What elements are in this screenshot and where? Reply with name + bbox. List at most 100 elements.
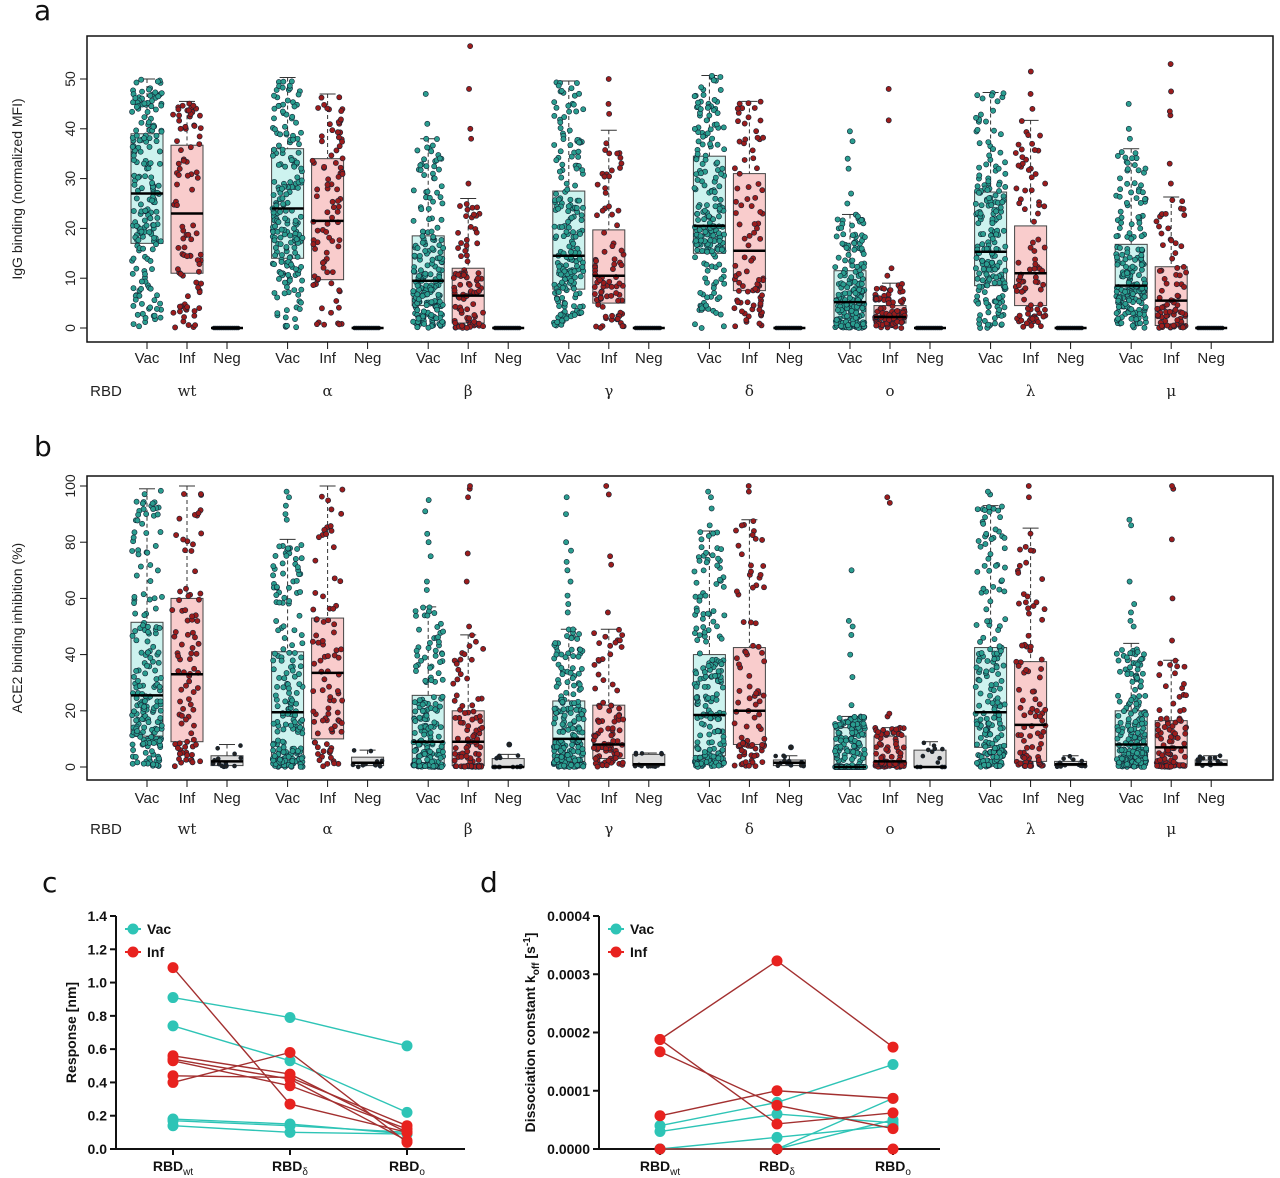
data-point — [715, 755, 722, 762]
data-point — [552, 715, 559, 722]
data-point — [714, 159, 721, 166]
data-point — [695, 217, 701, 223]
data-point — [993, 231, 1000, 238]
outlier-point — [563, 494, 570, 501]
data-point — [718, 635, 725, 642]
row-label: RBD — [90, 383, 122, 400]
x-tick-label: Inf — [460, 350, 478, 367]
data-point — [437, 194, 444, 201]
data-point — [152, 89, 159, 96]
data-point — [270, 720, 277, 727]
data-point — [272, 252, 279, 259]
data-point — [1037, 323, 1044, 330]
data-point — [185, 322, 192, 328]
data-point — [568, 278, 575, 284]
data-point — [1026, 266, 1033, 273]
data-point — [701, 216, 707, 223]
data-point — [190, 222, 197, 229]
data-point — [153, 208, 160, 215]
data-point — [438, 743, 445, 750]
data-point — [464, 258, 471, 265]
data-point — [556, 263, 563, 270]
data-point — [335, 243, 342, 250]
data-point — [289, 758, 296, 764]
data-point — [469, 716, 476, 723]
x-tick-label: Vac — [275, 790, 300, 807]
data-point — [718, 276, 725, 282]
data-point — [1032, 171, 1039, 177]
data-point — [569, 725, 576, 732]
box-inf — [309, 485, 346, 770]
data-point — [1128, 235, 1135, 242]
data-point — [704, 104, 711, 111]
data-point — [270, 657, 277, 664]
data-point — [843, 244, 850, 251]
box-vac — [832, 128, 868, 331]
data-point — [1040, 313, 1047, 320]
data-point — [454, 676, 461, 683]
data-point — [620, 716, 627, 723]
data-point — [597, 324, 604, 331]
x-tick-label: Neg — [916, 790, 944, 807]
data-point — [462, 710, 468, 716]
data-point — [334, 208, 341, 215]
data-point — [553, 651, 560, 658]
data-point — [139, 310, 146, 317]
data-point — [136, 323, 142, 330]
data-point — [324, 105, 331, 112]
data-point — [1154, 305, 1161, 312]
data-point — [578, 309, 585, 316]
data-point — [700, 92, 707, 98]
data-point — [272, 223, 278, 230]
outlier-point — [467, 43, 474, 50]
data-point — [178, 720, 185, 727]
data-point — [693, 670, 700, 677]
data-point — [177, 308, 183, 315]
data-point — [692, 593, 699, 600]
data-point — [141, 491, 148, 498]
data-point — [1181, 284, 1187, 290]
data-point — [149, 246, 156, 253]
outlier-point — [603, 483, 610, 489]
data-point — [284, 97, 291, 104]
data-point — [1138, 252, 1145, 259]
box-vac — [691, 72, 728, 331]
data-point — [466, 643, 473, 649]
data-point — [997, 514, 1003, 521]
data-point — [571, 268, 578, 275]
data-point — [1135, 167, 1142, 174]
data-point — [313, 193, 320, 200]
data-point — [553, 295, 560, 302]
outlier-point — [844, 200, 851, 207]
data-point — [329, 214, 335, 221]
data-point — [580, 204, 586, 211]
y-axis-label: IgG binding (normalized MFI) — [9, 98, 25, 279]
data-point — [418, 657, 424, 664]
data-point — [475, 751, 482, 758]
data-point — [138, 201, 144, 208]
data-point — [751, 105, 758, 111]
data-point — [563, 315, 570, 322]
data-point — [176, 740, 183, 747]
data-point — [172, 324, 179, 331]
data-point — [566, 108, 573, 115]
data-point — [434, 189, 440, 196]
data-point — [845, 322, 851, 329]
data-point — [698, 536, 705, 543]
data-point — [700, 624, 707, 630]
data-point — [579, 167, 586, 174]
data-point — [736, 100, 743, 107]
data-point — [330, 605, 337, 612]
data-point — [313, 616, 320, 623]
data-point — [427, 664, 433, 671]
data-point — [1035, 210, 1041, 217]
x-tick-label: Vac — [275, 350, 300, 367]
y-tick-label: 50 — [62, 71, 78, 87]
data-point — [469, 702, 476, 709]
data-point — [1000, 662, 1007, 669]
data-point — [278, 270, 284, 277]
variant-label: wt — [178, 820, 197, 838]
data-point — [421, 172, 428, 178]
data-point — [283, 191, 290, 198]
data-point — [599, 303, 606, 310]
